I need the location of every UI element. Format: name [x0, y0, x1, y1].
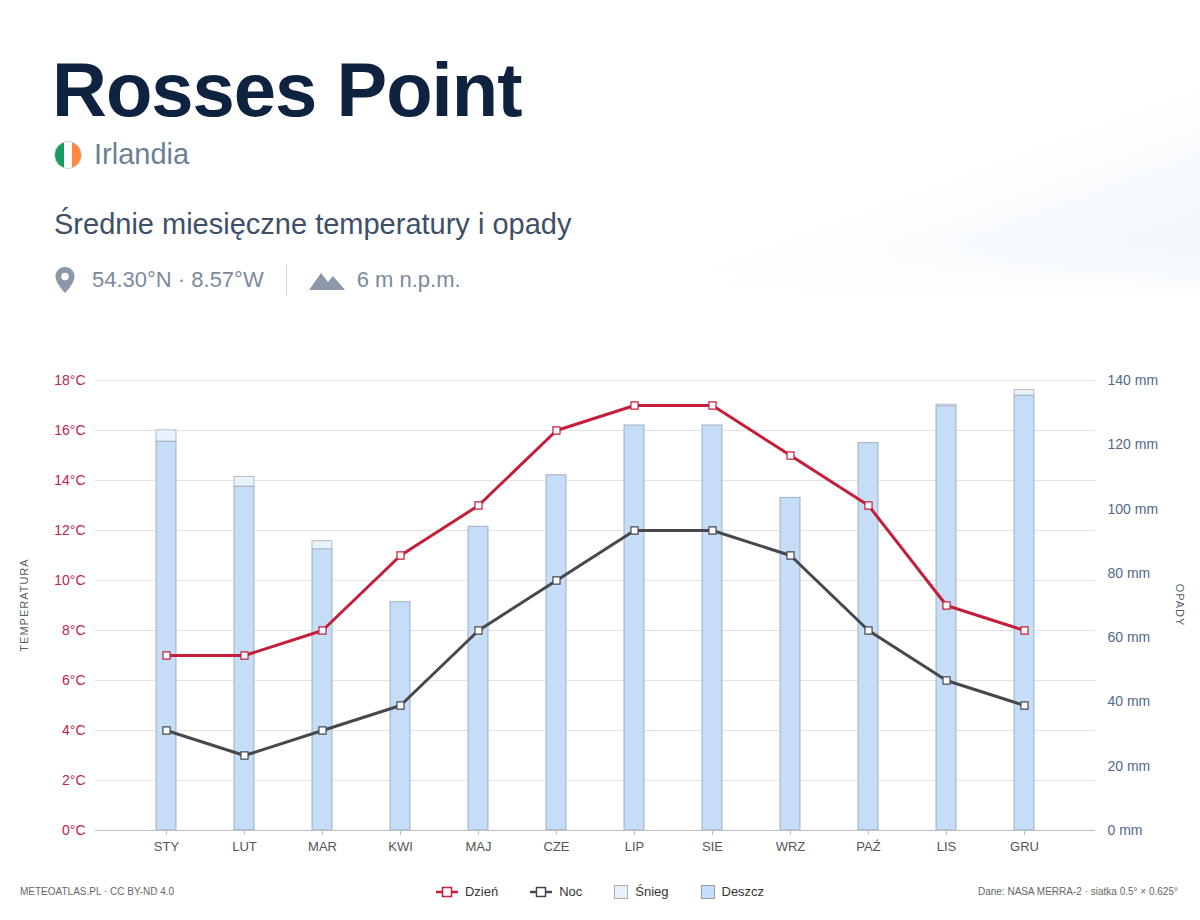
svg-text:40 mm: 40 mm	[1108, 693, 1151, 709]
svg-text:MAJ: MAJ	[466, 839, 492, 854]
svg-text:80 mm: 80 mm	[1108, 565, 1151, 581]
svg-text:14°C: 14°C	[54, 472, 85, 488]
svg-text:MAR: MAR	[308, 839, 337, 854]
svg-text:CZE: CZE	[544, 839, 570, 854]
html-text:Irlandia: Irlandia	[94, 138, 190, 170]
svg-text:LIP: LIP	[625, 839, 645, 854]
html-text:Deszcz: Deszcz	[721, 884, 765, 899]
html-text:TEMPERATURA: TEMPERATURA	[18, 558, 30, 652]
svg-text:LIS: LIS	[937, 839, 957, 854]
svg-text:STY: STY	[154, 839, 180, 854]
svg-text:2°C: 2°C	[62, 772, 86, 788]
svg-text:4°C: 4°C	[62, 722, 86, 738]
svg-text:12°C: 12°C	[54, 522, 85, 538]
html-text:Średnie miesięczne temperatury: Średnie miesięczne temperatury i opady	[54, 208, 572, 240]
svg-text:6°C: 6°C	[62, 672, 86, 688]
svg-text:16°C: 16°C	[54, 422, 85, 438]
svg-text:20 mm: 20 mm	[1108, 758, 1151, 774]
svg-text:LUT: LUT	[232, 839, 257, 854]
svg-text:PAŹ: PAŹ	[856, 839, 880, 854]
html-text:METEOATLAS.PL · CC BY-ND 4.0: METEOATLAS.PL · CC BY-ND 4.0	[20, 886, 175, 897]
html-text:Dane: NASA MERRA-2 · siatka 0.: Dane: NASA MERRA-2 · siatka 0.5° × 0.625…	[978, 886, 1178, 897]
html-text:54.30°N · 8.57°W: 54.30°N · 8.57°W	[92, 267, 264, 292]
html-text:Śnieg: Śnieg	[635, 884, 669, 899]
svg-text:18°C: 18°C	[54, 372, 85, 388]
html-text:6 m n.p.m.: 6 m n.p.m.	[356, 267, 461, 292]
svg-text:0°C: 0°C	[62, 822, 86, 838]
svg-text:SIE: SIE	[702, 839, 723, 854]
svg-text:120 mm: 120 mm	[1108, 436, 1159, 452]
svg-text:60 mm: 60 mm	[1108, 629, 1151, 645]
html-text:Dzień: Dzień	[464, 884, 499, 899]
svg-text:KWI: KWI	[388, 839, 413, 854]
svg-text:10°C: 10°C	[54, 572, 85, 588]
html-text:OPADY: OPADY	[1174, 583, 1186, 627]
svg-text:8°C: 8°C	[62, 622, 86, 638]
svg-text:140 mm: 140 mm	[1108, 372, 1159, 388]
html-text:Noc: Noc	[559, 884, 583, 899]
html-text:Rosses Point: Rosses Point	[52, 47, 522, 132]
svg-text:0 mm: 0 mm	[1108, 822, 1143, 838]
svg-text:100 mm: 100 mm	[1108, 501, 1159, 517]
svg-text:WRZ: WRZ	[776, 839, 806, 854]
svg-text:GRU: GRU	[1010, 839, 1039, 854]
